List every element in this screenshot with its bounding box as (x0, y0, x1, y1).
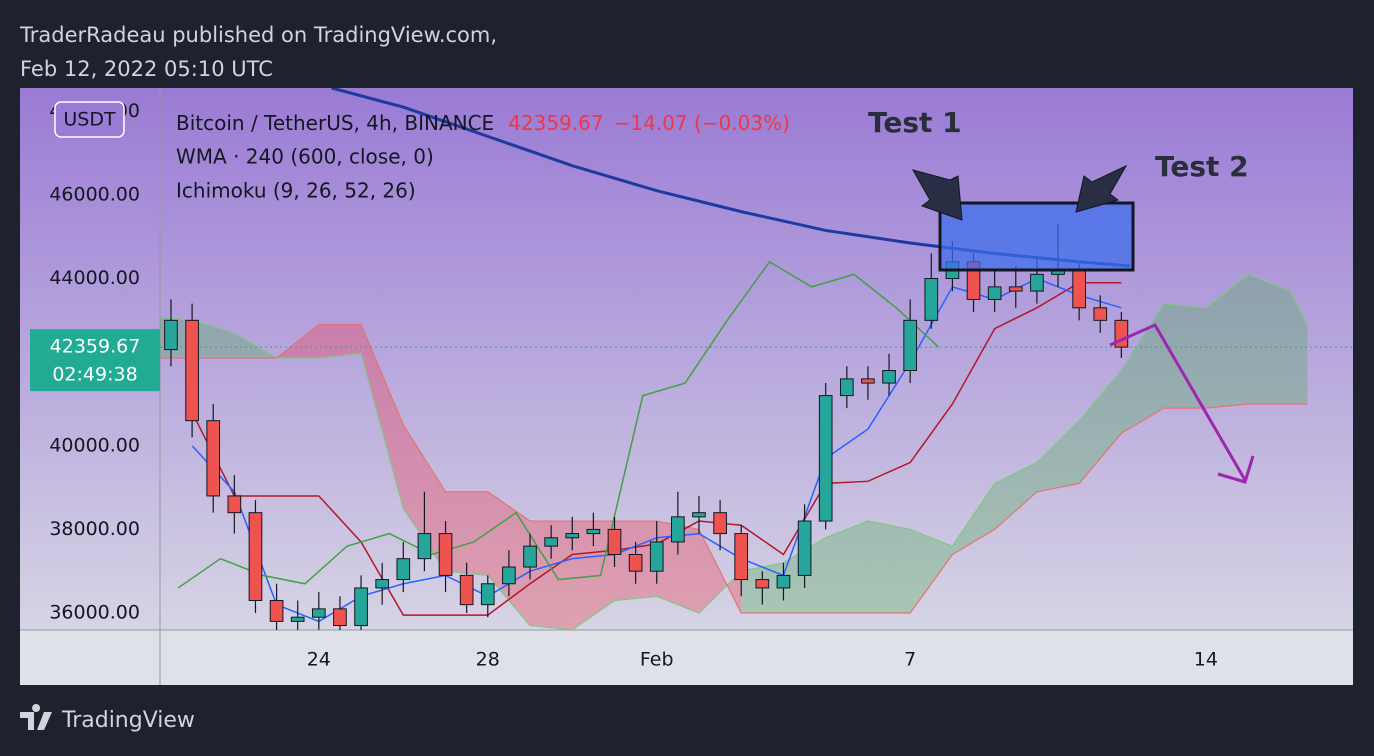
highlight-box (938, 201, 1135, 272)
y-tick-label: 40000.00 (49, 434, 140, 456)
indicator-line (177, 260, 939, 589)
cloud-segment (952, 483, 995, 555)
cloud-segment (825, 521, 868, 614)
cloud-segment (1036, 420, 1080, 492)
candle-body (438, 533, 453, 576)
cloud-segment (530, 521, 573, 630)
annotation: Test 2 (1155, 150, 1249, 183)
candle-body (290, 616, 305, 622)
x-tick-label: Feb (640, 649, 674, 671)
candle-body (861, 378, 875, 384)
cloud-segment (1079, 370, 1122, 484)
candle-body (480, 583, 495, 606)
candle-body (206, 420, 221, 497)
cloud-segment (1290, 291, 1308, 404)
candle-body (565, 533, 580, 539)
candle-body (502, 566, 516, 585)
y-tick-label: 44000.00 (49, 267, 140, 289)
currency-badge (54, 101, 125, 138)
candle-body (396, 558, 411, 581)
brand-name: TradingView (61, 708, 195, 733)
candle-body (924, 278, 939, 321)
candle-body (1093, 307, 1108, 321)
y-tick-label: 46000.00 (49, 183, 140, 205)
chart-panel (20, 88, 1353, 685)
candle-body (776, 574, 791, 589)
candle-body (523, 545, 537, 568)
candle-body (417, 533, 432, 560)
legend-indicator: WMA · 240 (600, close, 0) (176, 145, 434, 169)
candle-body (818, 395, 833, 522)
cloud-segment (910, 529, 953, 614)
candle-body (882, 370, 896, 384)
candle-body (607, 528, 622, 555)
cloud-segment (361, 324, 404, 509)
cloud-segment (1121, 303, 1164, 434)
time-axis (20, 630, 1353, 685)
cloud-segment (867, 521, 911, 614)
cloud-segment (1248, 274, 1291, 404)
cloud-segment (445, 491, 488, 576)
candle-body (1008, 286, 1023, 292)
y-tick-label: 38000.00 (49, 518, 140, 540)
candle-body (544, 537, 558, 547)
candle-body (586, 528, 601, 535)
legend-symbol: Bitcoin / TetherUS, 4h, BINANCE 42359.67−… (176, 111, 790, 135)
span-b-line (160, 323, 1308, 614)
price-labels: 42359.67 02:49:38 USDT (30, 101, 160, 392)
candle-body (333, 608, 347, 627)
candle-body (1072, 269, 1086, 309)
y-tick-label: 36000.00 (49, 602, 140, 624)
logo-mark (20, 704, 52, 730)
annotation: Test 1 (868, 106, 962, 139)
candle-body (692, 512, 706, 518)
candle-body (227, 495, 242, 514)
candle-body (671, 516, 685, 543)
cloud-segment (994, 462, 1037, 530)
candle-body (269, 599, 284, 622)
header-line: Feb 12, 2022 05:10 UTC (20, 57, 273, 81)
currency-label: USDT (63, 109, 116, 131)
candle-body (797, 520, 812, 576)
candle-body (987, 286, 1002, 300)
candle-body (459, 574, 474, 606)
x-tick-label: 28 (476, 649, 500, 671)
candle-body (311, 608, 326, 618)
candle-body (649, 541, 664, 572)
candle-body (755, 579, 770, 589)
candle-body (903, 319, 918, 372)
x-tick-label: 24 (307, 649, 331, 671)
candle-body (354, 587, 368, 627)
x-tick-label: 14 (1194, 649, 1218, 671)
arrow (911, 169, 963, 221)
candle-body (628, 553, 643, 572)
candle-body (839, 378, 854, 397)
legend-change: −14.07 (−0.03%) (614, 111, 790, 135)
cloud-segment (1163, 303, 1206, 409)
candle-body (248, 512, 263, 601)
price-label-box (30, 329, 160, 392)
candle-body (734, 533, 749, 581)
legend-price: 42359.67 (508, 111, 603, 135)
price-label: 42359.67 (50, 336, 141, 358)
candle-body (1030, 273, 1044, 292)
cloud-segment (318, 324, 362, 358)
countdown: 02:49:38 (52, 364, 137, 386)
plot-area (160, 88, 1352, 630)
header-line: TraderRadeau published on TradingView.co… (19, 23, 497, 47)
cloud-segment (1205, 274, 1249, 409)
arrow (1075, 164, 1128, 213)
candle-body (164, 319, 178, 351)
cloud-segment (656, 521, 699, 614)
candle-body (375, 579, 390, 589)
candle-body (185, 319, 199, 422)
arrow-head (1217, 455, 1255, 484)
projection-arrow (1109, 323, 1247, 481)
x-tick-label: 7 (904, 649, 916, 671)
brand-logo: TradingView (20, 704, 195, 733)
legend-indicator: Ichimoku (9, 26, 52, 26) (176, 179, 416, 203)
candle-body (713, 512, 727, 535)
legend-symbol-text: Bitcoin / TetherUS, 4h, BINANCE (176, 111, 494, 135)
